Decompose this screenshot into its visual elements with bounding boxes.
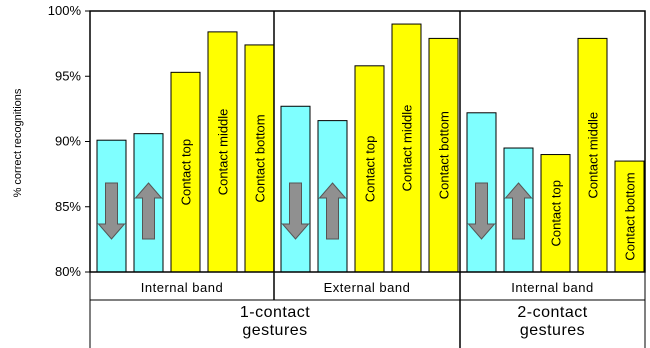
bar-label: Contact top	[549, 180, 564, 247]
plot-frame	[89, 10, 646, 273]
group-label: 2-contact	[517, 304, 587, 321]
y-axis-label: % correct recognitions	[12, 88, 24, 197]
group-label: gestures	[242, 322, 307, 339]
bar-label: Contact middle	[216, 109, 231, 196]
group-label: gestures	[520, 322, 585, 339]
down-arrow-icon	[97, 182, 126, 240]
bar	[577, 37, 608, 273]
band-label: External band	[324, 280, 411, 295]
down-arrow-icon	[467, 182, 496, 240]
bar-label: Contact bottom	[623, 172, 638, 260]
band-label: Internal band	[141, 280, 223, 295]
y-tick-label: 95%	[55, 68, 81, 83]
group-label: 1-contact	[240, 304, 310, 321]
up-arrow-icon	[134, 182, 163, 240]
up-arrow-icon	[318, 182, 347, 240]
up-arrow-icon	[504, 182, 533, 240]
bars-layer: Contact top Contact middle Contact bottom C…	[96, 23, 645, 273]
category-labels: Internal band External band Internal band 1…	[141, 280, 593, 339]
y-tick-label: 90%	[55, 134, 81, 149]
y-axis-ticks: 80% 85% 90% 95% 100%	[48, 3, 90, 279]
bar	[466, 112, 497, 273]
bar-label: Contact bottom	[253, 114, 268, 202]
bar	[391, 23, 422, 273]
y-tick-label: 85%	[55, 199, 81, 214]
chart-frames	[89, 10, 646, 348]
down-arrow-icon	[281, 182, 310, 240]
bar-label: Contact bottom	[437, 111, 452, 199]
bar	[354, 65, 385, 273]
bar	[540, 154, 571, 273]
y-tick-label: 100%	[48, 3, 82, 18]
y-tick-label: 80%	[55, 264, 81, 279]
band-label: Internal band	[511, 280, 593, 295]
bar-label: Contact top	[179, 139, 194, 206]
bar-label: Contact middle	[400, 105, 415, 192]
bar-label: Contact middle	[586, 112, 601, 199]
bar-label: Contact top	[363, 136, 378, 203]
bar	[614, 160, 645, 273]
